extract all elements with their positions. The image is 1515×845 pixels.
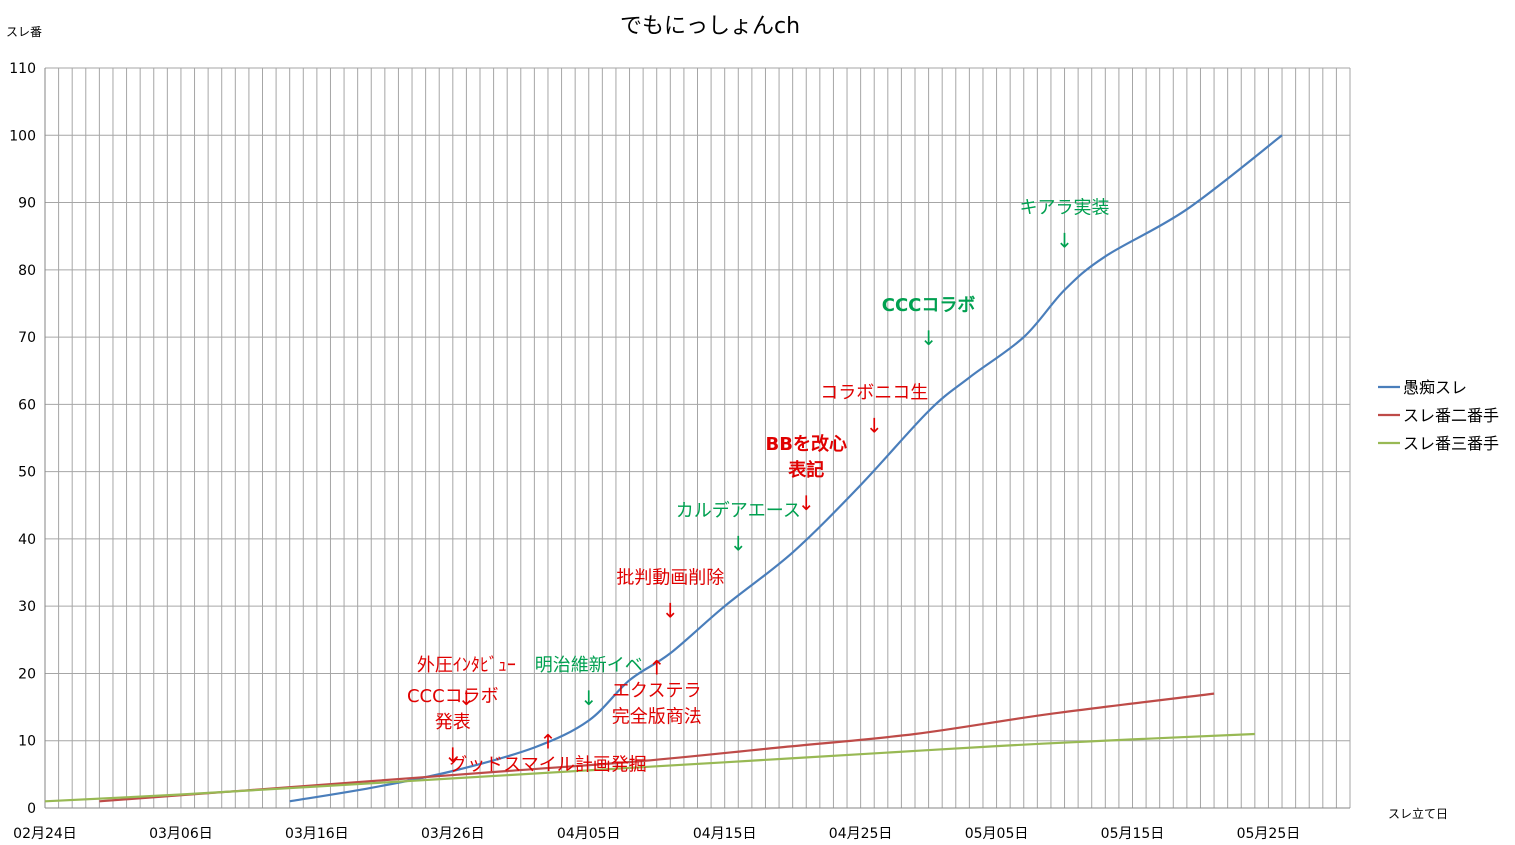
x-tick-label: 03月16日 bbox=[285, 826, 349, 842]
x-tick-label: 04月25日 bbox=[829, 826, 893, 842]
y-tick-label: 50 bbox=[18, 465, 36, 481]
y-tick-label: 100 bbox=[9, 128, 36, 144]
down-arrow-icon: ↓ bbox=[798, 491, 815, 515]
down-arrow-icon: ↓ bbox=[444, 743, 461, 767]
annotation-text: 完全版商法 bbox=[612, 707, 702, 728]
y-tick-label: 70 bbox=[18, 330, 36, 346]
chart-title: でもにっしょんch bbox=[620, 14, 800, 39]
x-tick-label: 02月24日 bbox=[13, 826, 77, 842]
up-arrow-icon: ↑ bbox=[540, 730, 557, 754]
y-tick-label: 90 bbox=[18, 196, 36, 212]
y-tick-label: 80 bbox=[18, 263, 36, 279]
annotation-text: キアラ実装 bbox=[1020, 198, 1110, 219]
annotations: CCCコラボ発表↓外圧ｲﾝﾀﾋﾞｭｰ↓明治維新イベ↓グッドスマイル計画発掘↑エク… bbox=[407, 198, 1110, 776]
down-arrow-icon: ↓ bbox=[580, 686, 597, 710]
annotation-text: 明治維新イベ bbox=[535, 655, 643, 676]
y-tick-label: 40 bbox=[18, 532, 36, 548]
annotation-text: 批判動画削除 bbox=[616, 568, 724, 589]
legend-item: スレ番二番手 bbox=[1378, 406, 1499, 425]
legend-label: スレ番二番手 bbox=[1403, 406, 1499, 425]
axes: 0 10 20 30 40 50 60 70 80 90 100 110 02月24日 03月06日 03月… bbox=[9, 61, 1350, 842]
y-tick-label: 0 bbox=[27, 801, 36, 817]
annotation: グッドスマイル計画発掘↑ bbox=[449, 730, 646, 776]
annotation: コラボニコ生 ↓ bbox=[820, 383, 928, 438]
y-tick-label: 110 bbox=[9, 61, 36, 77]
annotation-text: 外圧ｲﾝﾀﾋﾞｭｰ bbox=[417, 655, 516, 676]
x-tick-label: 05月05日 bbox=[965, 826, 1029, 842]
legend-item: 愚痴スレ bbox=[1378, 378, 1467, 397]
x-tick-label: 04月05日 bbox=[557, 826, 621, 842]
annotation: 批判動画削除 ↓ bbox=[616, 568, 724, 623]
annotation-text: コラボニコ生 bbox=[820, 383, 928, 404]
down-arrow-icon: ↓ bbox=[458, 686, 475, 710]
series-line-1 bbox=[289, 134, 1283, 803]
series-line-3 bbox=[44, 732, 1255, 803]
x-axis-label: スレ立て日 bbox=[1388, 806, 1448, 821]
x-tick-label: 03月06日 bbox=[149, 826, 213, 842]
y-tick-label: 10 bbox=[18, 734, 36, 750]
x-tick-label: 05月15日 bbox=[1101, 826, 1165, 842]
annotation-text: エクステラ bbox=[612, 681, 701, 702]
annotation-text: 表記 bbox=[788, 459, 824, 481]
y-tick-label: 30 bbox=[18, 599, 36, 615]
down-arrow-icon: ↓ bbox=[662, 599, 679, 623]
annotation: 外圧ｲﾝﾀﾋﾞｭｰ ↓ bbox=[417, 655, 516, 710]
down-arrow-icon: ↓ bbox=[1056, 229, 1073, 253]
annotation-text: BBを改心 bbox=[766, 433, 847, 455]
annotation-text: CCCコラボ bbox=[407, 686, 499, 707]
annotation-text: カルデアエース bbox=[676, 500, 801, 521]
annotation: キアラ実装 ↓ bbox=[1020, 198, 1110, 253]
annotation-text: 発表 bbox=[435, 712, 471, 733]
annotation: CCCコラボ ↓ bbox=[882, 295, 976, 350]
x-tick-label: 05月25日 bbox=[1237, 826, 1301, 842]
annotation-text: CCCコラボ bbox=[882, 295, 976, 316]
y-tick-label: 60 bbox=[18, 397, 36, 413]
legend-label: スレ番三番手 bbox=[1403, 434, 1499, 453]
y-tick-label: 20 bbox=[18, 666, 36, 682]
x-tick-label: 04月15日 bbox=[693, 826, 757, 842]
annotation: カルデアエース ↓ bbox=[676, 500, 801, 555]
up-arrow-icon: ↑ bbox=[648, 656, 665, 680]
down-arrow-icon: ↓ bbox=[730, 531, 747, 555]
legend-item: スレ番三番手 bbox=[1378, 434, 1499, 453]
grid bbox=[44, 67, 1351, 809]
y-axis-label: スレ番 bbox=[6, 25, 42, 39]
series-lines bbox=[44, 134, 1283, 803]
x-tick-label: 03月26日 bbox=[421, 826, 485, 842]
annotation: 明治維新イベ ↓ bbox=[535, 655, 643, 710]
annotation-text: グッドスマイル計画発掘 bbox=[449, 755, 646, 776]
down-arrow-icon: ↓ bbox=[920, 326, 937, 350]
down-arrow-icon: ↓ bbox=[866, 414, 883, 438]
legend-label: 愚痴スレ bbox=[1403, 378, 1467, 397]
